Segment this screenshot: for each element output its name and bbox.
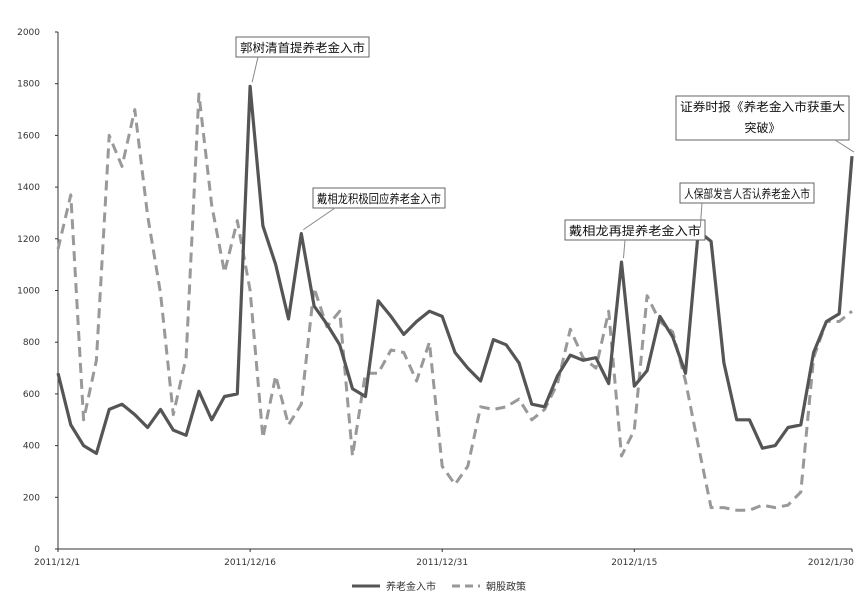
y-tick-label: 2000 [17, 28, 40, 38]
annotation-arrow [622, 239, 626, 259]
annotation-text: 戴相龙积极回应养老金入市 [317, 191, 441, 206]
annotation-text-line2: 突破》 [744, 120, 780, 135]
legend-label-1: 养老金入市 [386, 580, 436, 593]
x-tick-label: 2012/1/15 [611, 558, 657, 568]
annotation-arrow [251, 56, 259, 83]
annotation-text: 证券时报《养老金入市获重大 [680, 99, 845, 114]
chart-axes: 0 200 400 600 800 1000 1200 1400 1600 1800 2000 201… [17, 28, 854, 568]
y-tick-label: 600 [23, 390, 40, 400]
series-layer [56, 84, 854, 512]
x-tick-label: 2011/12/1 [34, 558, 80, 568]
x-tick-label: 2011/12/31 [416, 558, 468, 568]
annotation-box [235, 36, 370, 58]
legend-label-2: 朝股政策 [486, 580, 526, 593]
y-tick-label: 0 [34, 545, 40, 555]
annotation-arrow [834, 139, 855, 153]
annotation-3: 戴相龙再提养老金入市 [564, 219, 706, 259]
annotation-text: 人保部发言人否认养老金入市 [684, 186, 810, 201]
y-tick-label: 1600 [17, 131, 40, 141]
x-tick-label: 2012/1/30 [808, 558, 854, 568]
annotation-box [679, 182, 815, 204]
annotation-1: 郭树清首提养老金入市 [235, 36, 370, 83]
legend: 养老金入市 朝股政策 [352, 580, 526, 593]
annotation-4: 人保部发言人否认养老金入市 [679, 182, 815, 228]
annotation-box [564, 219, 706, 241]
y-tick-label: 1400 [17, 183, 40, 193]
y-tick-label: 1800 [17, 80, 40, 90]
annotation-arrow [699, 202, 703, 228]
annotation-2: 戴相龙积极回应养老金入市 [303, 187, 446, 231]
y-tick-label: 200 [23, 493, 40, 503]
annotation-arrow [303, 207, 336, 231]
x-tick-label: 2011/12/16 [224, 558, 276, 568]
y-tick-label: 1200 [17, 235, 40, 245]
y-tick-label: 400 [23, 442, 40, 452]
annotation-box [312, 187, 446, 209]
y-tick-label: 800 [23, 338, 40, 348]
annotation-box [675, 95, 850, 141]
series-line-1 [56, 84, 854, 455]
y-tick-label: 1000 [17, 287, 40, 297]
annotation-text: 戴相龙再提养老金入市 [569, 223, 701, 238]
annotation-text: 郭树清首提养老金入市 [240, 40, 365, 55]
series-line-2 [56, 92, 853, 512]
